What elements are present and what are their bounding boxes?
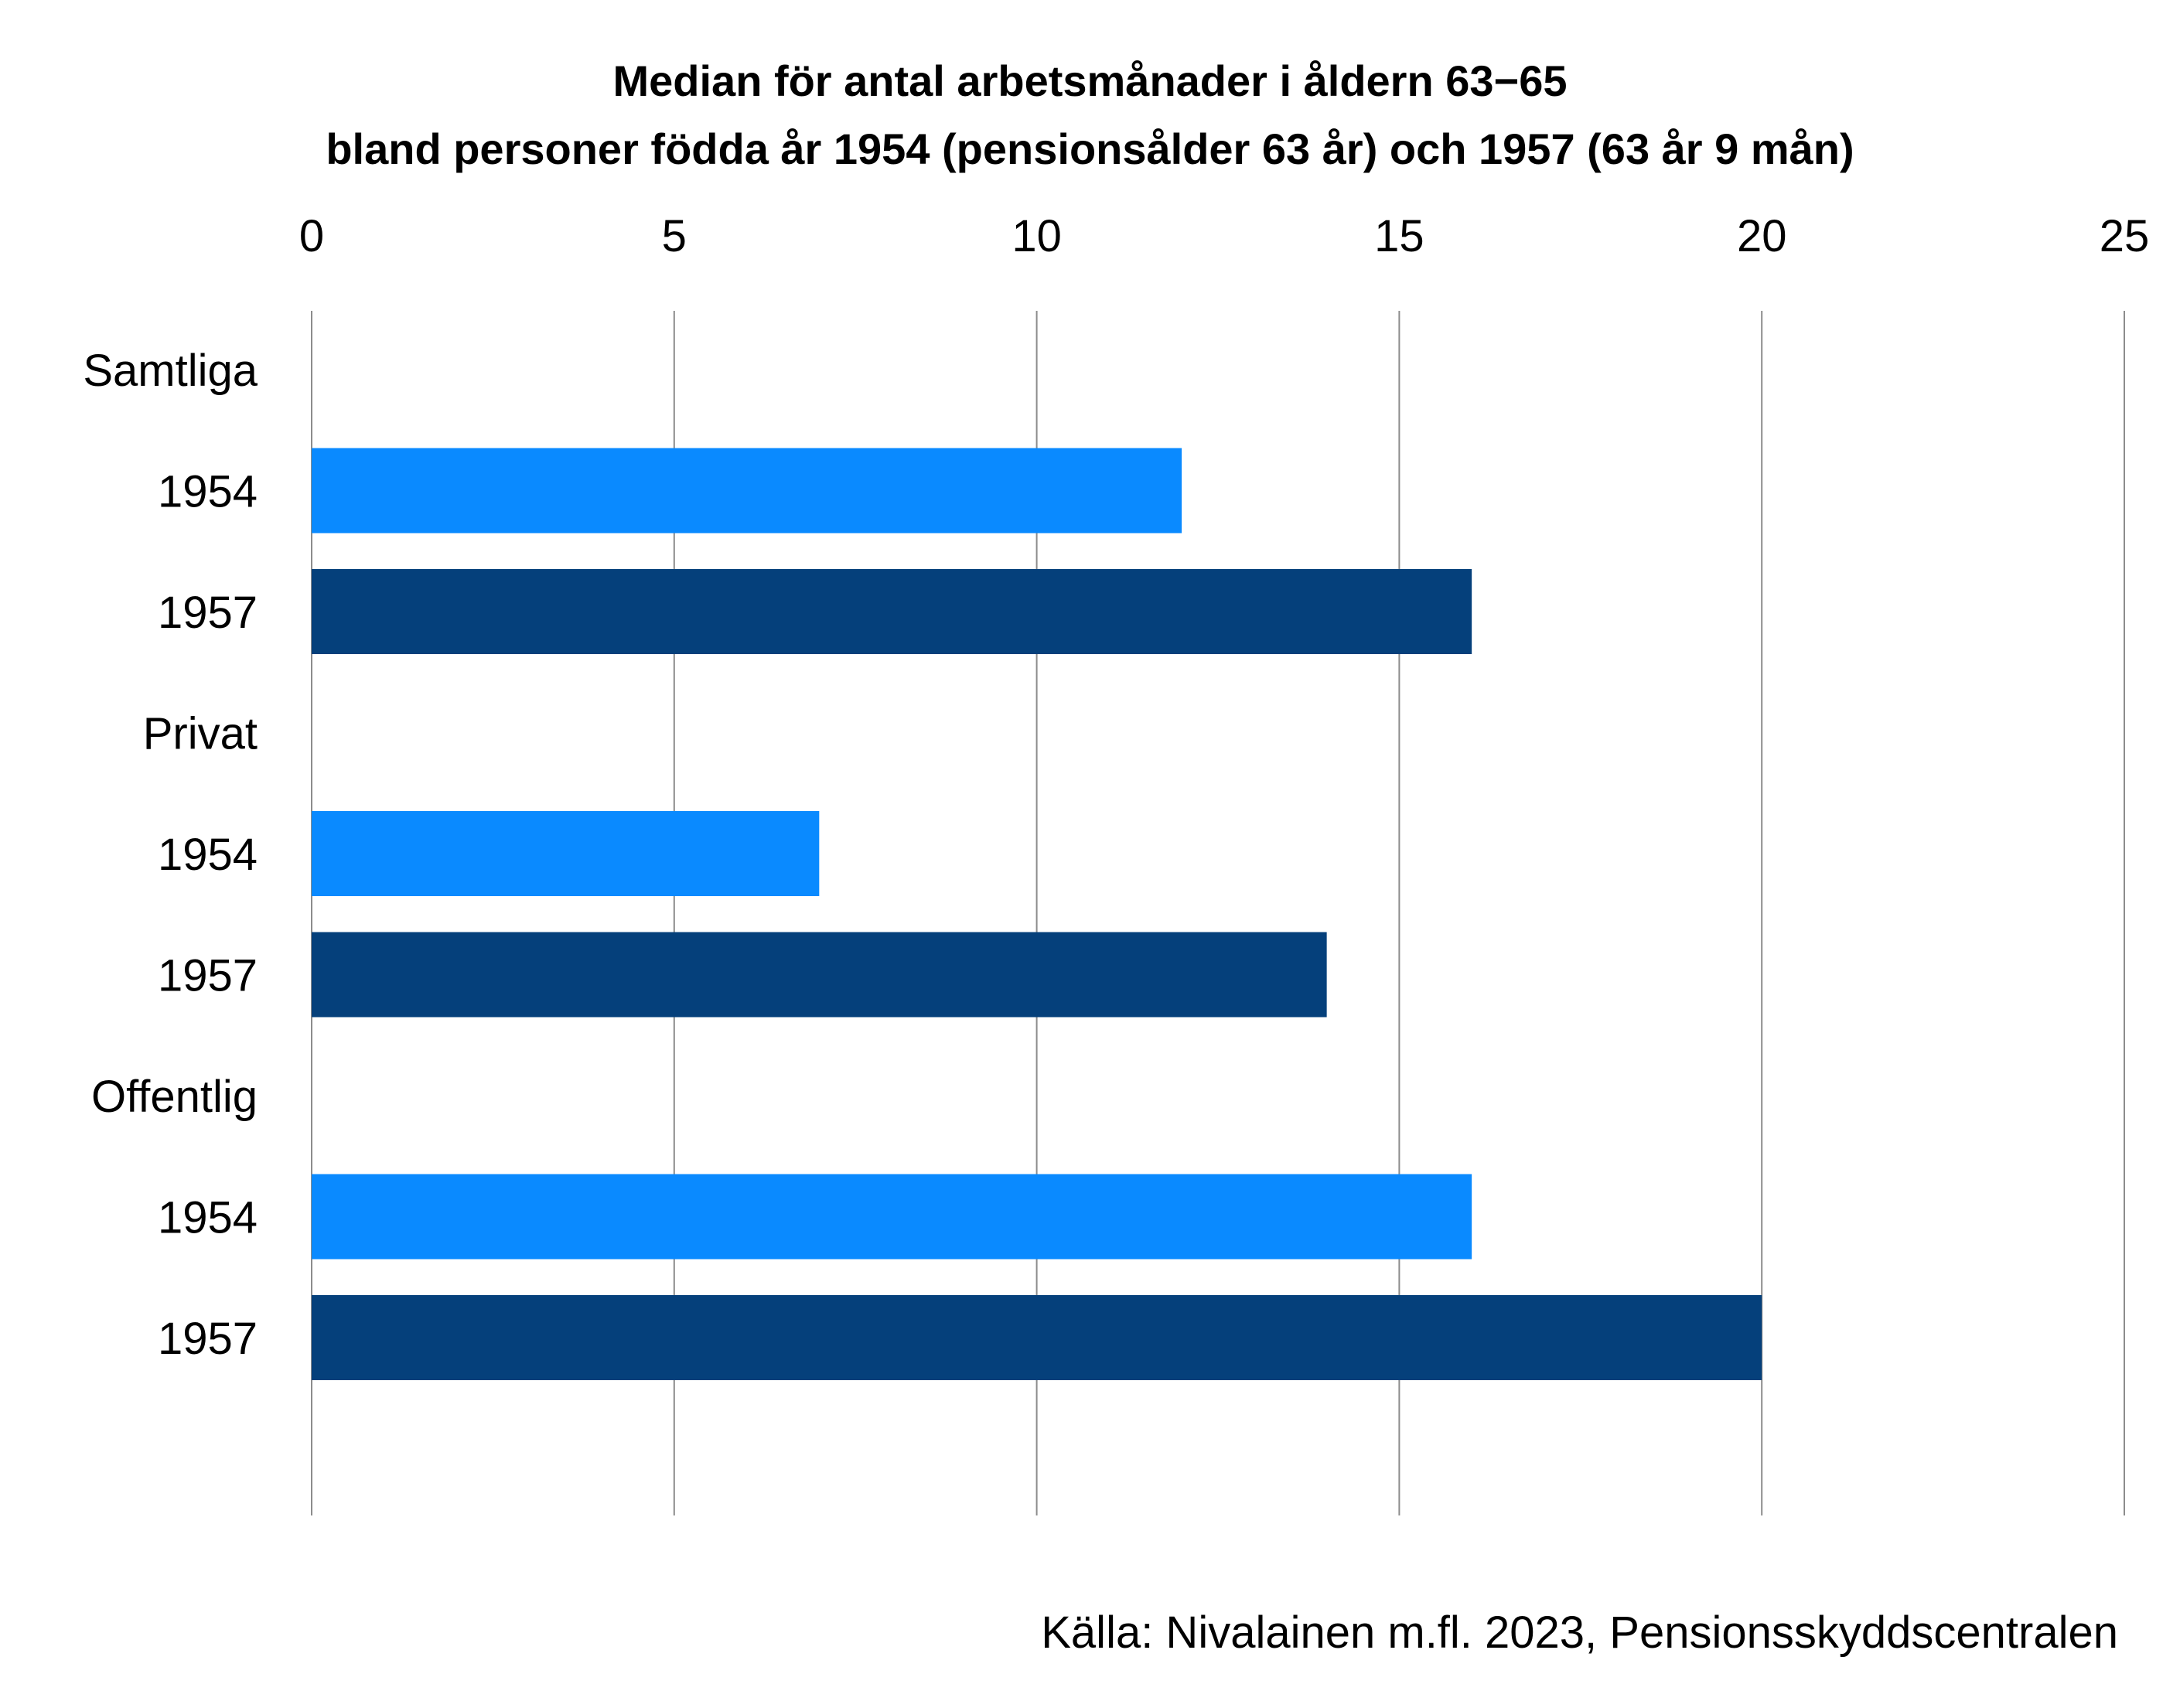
y-axis-category-labels: Samtliga 1954 1957 Privat 1954 1957 Offentlig 1… [83, 346, 258, 1364]
bar-privat-1957 [312, 932, 1327, 1018]
bar-label: 1957 [158, 951, 258, 1001]
x-tick-label: 25 [2100, 211, 2150, 261]
x-tick-label: 10 [1012, 211, 1062, 261]
bar-label: 1957 [158, 588, 258, 638]
bar-label: 1954 [158, 830, 258, 880]
bar-label: 1954 [158, 467, 258, 517]
x-tick-label: 0 [299, 211, 324, 261]
chart-title-line-2: bland personer födda år 1954 (pensionsål… [326, 124, 1854, 173]
bar-privat-1954 [312, 811, 820, 896]
group-label: Offentlig [91, 1072, 258, 1122]
bar-offentlig-1957 [312, 1295, 1762, 1380]
bars [312, 448, 1762, 1380]
x-tick-label: 5 [662, 211, 687, 261]
group-label: Samtliga [83, 346, 258, 396]
x-tick-label: 20 [1737, 211, 1787, 261]
bar-label: 1954 [158, 1193, 258, 1243]
x-axis-tick-labels: 0 5 10 15 20 25 [299, 211, 2149, 261]
bar-label: 1957 [158, 1314, 258, 1364]
bar-offentlig-1954 [312, 1174, 1472, 1260]
bar-samtliga-1957 [312, 569, 1472, 654]
bar-samtliga-1954 [312, 448, 1182, 534]
x-tick-label: 15 [1374, 211, 1424, 261]
group-label: Privat [143, 709, 258, 759]
chart-title-line-1: Median för antal arbetsmånader i åldern … [612, 56, 1568, 105]
source-note: Källa: Nivalainen m.fl. 2023, Pensionssk… [1041, 1607, 2118, 1658]
